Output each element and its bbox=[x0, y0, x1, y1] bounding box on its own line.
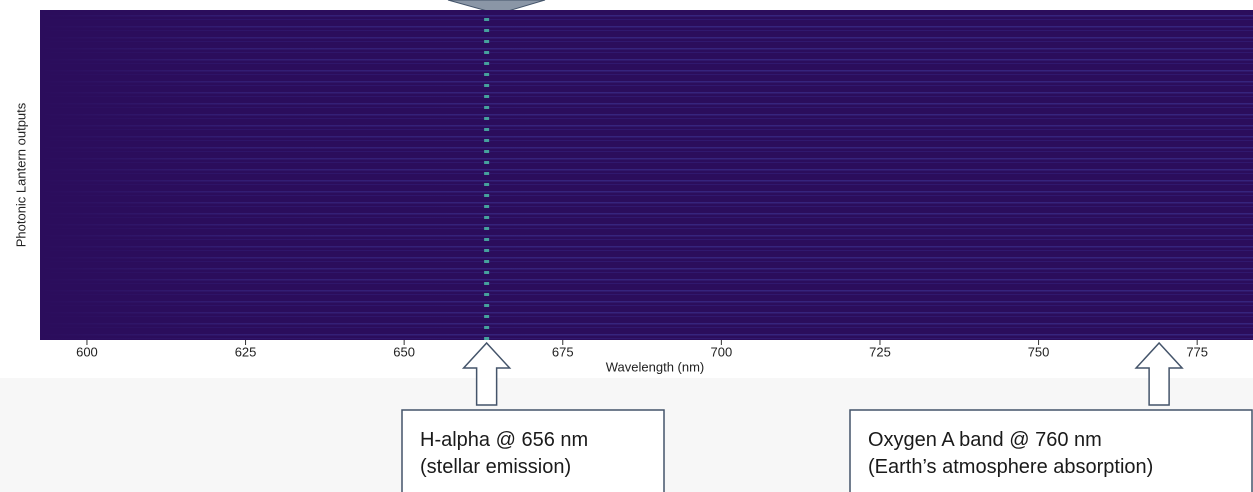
x-tick-label: 725 bbox=[869, 344, 891, 359]
emission-dot bbox=[484, 51, 490, 54]
emission-dot bbox=[484, 293, 490, 296]
x-tick-label: 775 bbox=[1186, 344, 1208, 359]
annotation-arrow bbox=[1134, 341, 1184, 406]
emission-dot bbox=[484, 337, 490, 340]
emission-dot bbox=[484, 117, 490, 120]
x-tick-label: 650 bbox=[393, 344, 415, 359]
emission-dot bbox=[484, 161, 490, 164]
emission-dot bbox=[484, 304, 490, 307]
x-tick-label: 675 bbox=[552, 344, 574, 359]
annotation-box bbox=[849, 409, 1253, 492]
emission-dot bbox=[484, 62, 490, 65]
x-tick-label: 625 bbox=[235, 344, 257, 359]
emission-dot bbox=[484, 18, 490, 21]
emission-dot bbox=[484, 40, 490, 43]
emission-dot bbox=[484, 249, 490, 252]
y-axis-label: Photonic Lantern outputs bbox=[13, 102, 28, 247]
top-arrow bbox=[447, 0, 546, 15]
emission-dot bbox=[484, 128, 490, 131]
x-tick-label: 750 bbox=[1028, 344, 1050, 359]
emission-dot bbox=[484, 227, 490, 230]
emission-dot bbox=[484, 260, 490, 263]
emission-dot bbox=[484, 139, 490, 142]
emission-dot bbox=[484, 271, 490, 274]
annotation-text: Oxygen A band @ 760 nm bbox=[868, 429, 1102, 451]
annotation-arrow bbox=[461, 341, 512, 406]
emission-dot bbox=[484, 326, 490, 329]
emission-dot bbox=[484, 172, 490, 175]
emission-dot bbox=[484, 216, 490, 219]
emission-dot bbox=[484, 150, 490, 153]
emission-dot bbox=[484, 315, 490, 318]
annotation-text: (stellar emission) bbox=[420, 456, 571, 478]
emission-dot bbox=[484, 95, 490, 98]
emission-dot bbox=[484, 73, 490, 76]
heatmap-fade bbox=[40, 10, 586, 340]
annotation-box bbox=[401, 409, 665, 492]
plot-area bbox=[40, 10, 1253, 340]
annotation-text: (Earth’s atmosphere absorption) bbox=[868, 456, 1153, 478]
emission-dot bbox=[484, 29, 490, 32]
emission-dot bbox=[484, 205, 490, 208]
x-tick-label: 700 bbox=[711, 344, 733, 359]
x-axis-label: Wavelength (nm) bbox=[606, 359, 705, 374]
emission-dot bbox=[484, 183, 490, 186]
emission-dot bbox=[484, 238, 490, 241]
emission-dot bbox=[484, 106, 490, 109]
emission-dot bbox=[484, 282, 490, 285]
annotation-text: H-alpha @ 656 nm bbox=[420, 429, 588, 451]
emission-dot bbox=[484, 194, 490, 197]
emission-dot bbox=[484, 84, 490, 87]
x-tick-label: 600 bbox=[76, 344, 98, 359]
